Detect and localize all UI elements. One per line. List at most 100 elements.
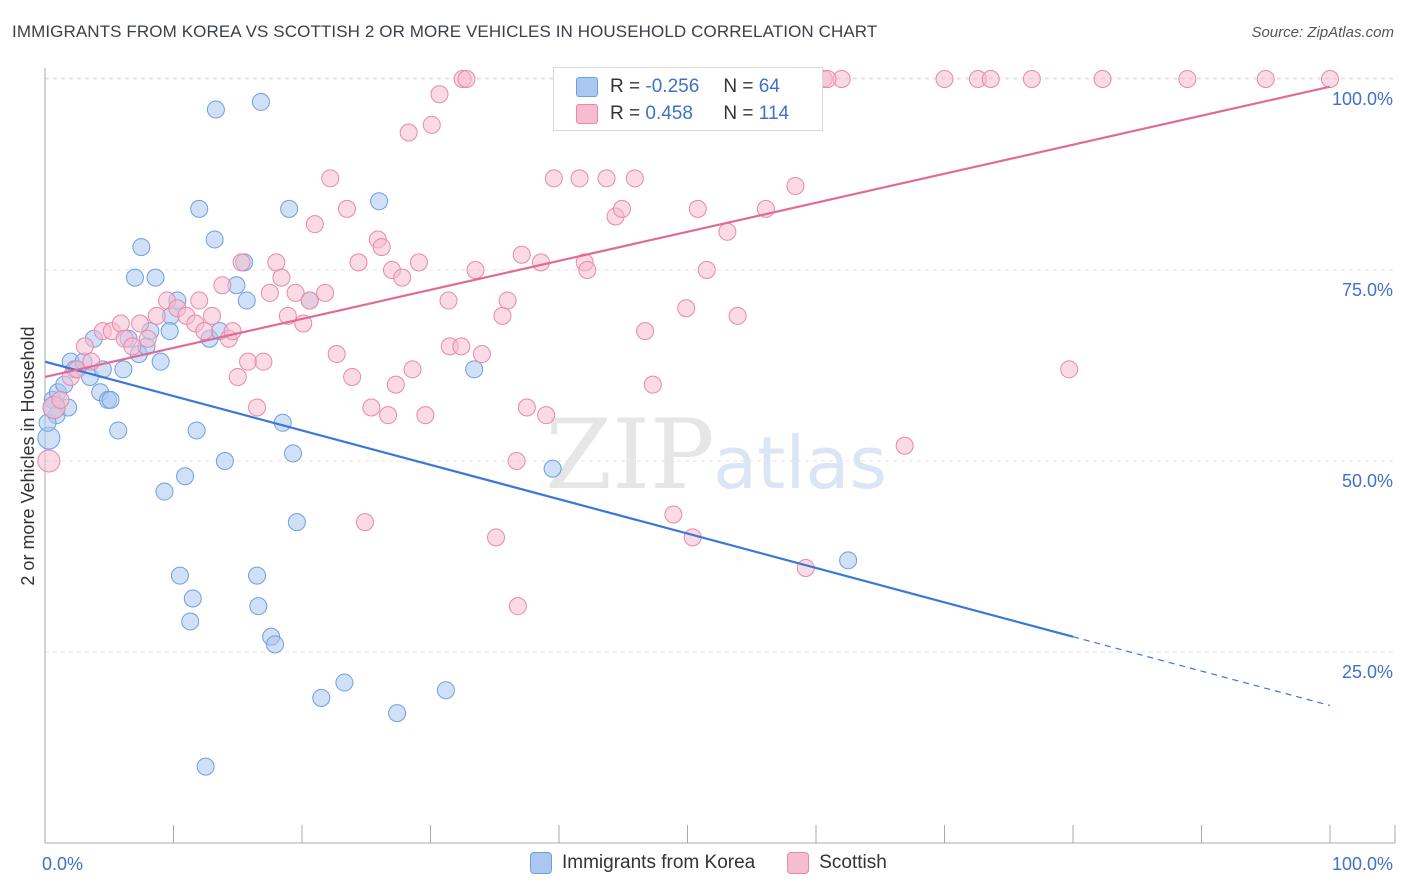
scottish-point-9 [111,314,130,333]
korea-point-42 [237,291,256,310]
scottish-point-58 [439,291,458,310]
korea-trend-extension [1072,636,1331,707]
korea-point-43 [248,566,267,585]
scottish-point-80 [612,199,631,218]
korea-point-36 [205,230,224,249]
korea-point-25 [155,482,174,501]
scottish-point-2 [51,390,70,409]
scottish-point-65 [487,528,506,547]
scottish-point-29 [254,352,273,371]
scottish-point-51 [393,268,412,287]
scottish-point-100 [935,70,954,88]
scottish-point-69 [512,245,531,264]
scottish-point-63 [466,261,485,279]
korea-point-16 [114,360,133,379]
korea-point-51 [287,513,306,532]
scottish-point-60 [452,337,471,356]
scottish-point-77 [578,261,597,279]
scottish-point-20 [195,322,214,341]
scottish-point-108 [1321,70,1339,88]
korea-point-37 [206,100,225,119]
scottish-trend-line [44,85,1331,379]
korea-point-60 [839,551,858,570]
korea-point-15 [109,421,128,440]
korea-point-49 [280,199,299,218]
korea-point-31 [183,589,202,608]
scottish-point-38 [316,283,335,302]
y-tick-label-2: 75.0% [1342,280,1393,300]
correlation-legend: R = -0.256 N = 64 R = 0.458 N = 114 [553,67,823,131]
scottish-point-28 [248,398,267,417]
scottish-point-41 [337,199,356,218]
korea-point-50 [284,444,303,463]
scottish-point-75 [570,169,589,188]
legend-n-label: N = [723,76,754,97]
korea-point-30 [181,612,200,631]
legend-n-value: 64 [758,76,780,97]
y-tick-label-3: 100.0% [1332,89,1393,109]
scottish-point-27 [239,352,258,371]
scottish-point-102 [981,70,1000,88]
korea-point-44 [249,597,268,616]
scottish-point-67 [498,291,517,310]
korea-point-28 [170,566,189,585]
korea-point-34 [196,757,215,776]
scottish-point-40 [327,345,346,364]
scottish-point-24 [223,322,242,341]
scottish-point-43 [349,253,368,272]
scottish-point-88 [664,505,683,524]
scottish-point-71 [532,253,551,272]
korea-point-54 [335,673,354,692]
tick-labels: 0.0% 100.0% 25.0% 50.0% 75.0% 100.0% [42,89,1393,874]
scottish-point-93 [718,222,737,241]
scottish-point-44 [355,513,374,532]
legend-r-label: R = [610,103,641,124]
scottish-point-54 [409,253,428,272]
scottish-point-83 [625,169,644,188]
scottish-point-22 [213,276,232,295]
korea-point-58 [465,360,484,379]
watermark-zip: ZIP [545,399,714,511]
scottish-point-72 [537,406,556,425]
scottish-point-37 [305,215,324,234]
scottish-point-68 [508,597,527,616]
korea-point-20 [132,238,151,257]
legend-row-scottish: R = 0.458 N = 114 [576,101,789,127]
korea-point-33 [190,199,209,218]
korea-point-59 [543,459,562,478]
korea-point-55 [370,192,389,211]
scottish-point-12 [131,314,150,333]
korea-point-63 [160,322,179,341]
scottish-point-56 [422,115,441,134]
scottish-point-25 [228,367,247,386]
scottish-point-11 [123,337,142,356]
scottish-point-39 [321,169,340,188]
korea-point-47 [266,635,285,654]
scottish-point-26 [232,253,251,272]
korea-point-23 [146,268,165,287]
legend-swatch-scottish [576,104,598,124]
scottish-point-110 [697,261,716,279]
y-tick-label-0: 25.0% [1342,662,1393,682]
scottish-point-113 [507,452,526,470]
scottish-point-48 [379,406,398,425]
korea-point-56 [388,704,407,723]
scottish-point-5 [75,337,94,356]
scottish-point-45 [362,398,381,417]
scottish-point-21 [203,306,222,325]
series-legend-scottish: Scottish [787,852,887,874]
scottish-point-106 [1178,70,1197,88]
x-tick-label-max: 100.0% [1332,854,1393,874]
chart-source: Source: ZipAtlas.com [1251,24,1394,41]
scottish-point-19 [190,291,209,310]
series-name-korea: Immigrants from Korea [562,852,756,873]
scottish-point-78 [597,169,616,188]
korea-point-24 [151,352,170,371]
legend-n-label: N = [723,103,754,124]
scottish-point-85 [643,375,662,394]
x-tick-label-min: 0.0% [42,854,83,874]
scottish-point-57 [430,85,449,104]
scottish-point-36 [300,291,319,310]
scottish-point-53 [403,360,422,379]
